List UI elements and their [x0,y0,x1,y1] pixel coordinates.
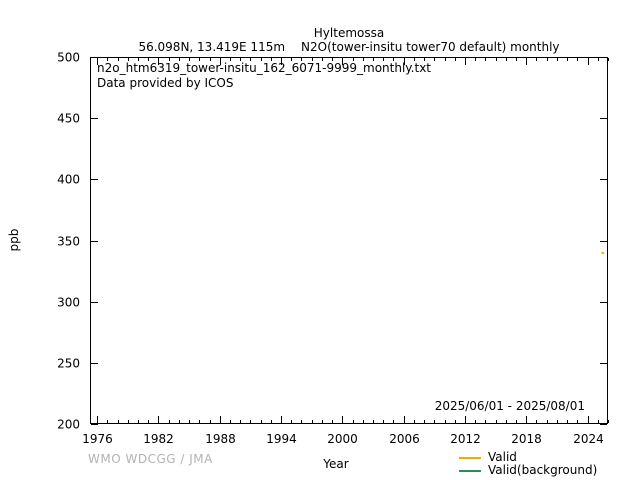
y-tick-label: 400 [57,173,80,187]
file-annotation: n2o_htm6319_tower-insitu_162_6071-9999_m… [97,61,431,91]
y-tick-label: 350 [57,235,80,249]
legend-entry-valid-background: Valid(background) [459,464,597,477]
valid-line-swatch [459,456,481,459]
y-tick-label: 450 [57,112,80,126]
x-tick-label: 2006 [389,432,420,446]
x-tick-label: 2018 [511,432,542,446]
x-tick-label: 1988 [205,432,236,446]
wdcgg-credit: WMO WDCGG / JMA [88,452,213,466]
dataset-descriptor: N2O(tower-insitu tower70 default) monthl… [301,40,560,54]
station-coordinates: 56.098N, 13.419E 115m [138,40,286,54]
x-tick-label: 2024 [573,432,604,446]
y-tick-label: 500 [57,51,80,65]
y-tick-label: 200 [57,418,80,432]
y-tick-label: 300 [57,296,80,310]
legend-entry-valid: Valid [459,451,597,464]
x-axis-label: Year [323,457,349,471]
legend-label-valid: Valid [488,450,517,464]
data-provider: Data provided by ICOS [97,76,234,90]
x-tick-label: 1994 [266,432,297,446]
x-tick-label: 1976 [82,432,113,446]
x-tick-label: 2000 [327,432,358,446]
date-range-label: 2025/06/01 - 2025/08/01 [434,399,585,413]
title-block: Hyltemossa 56.098N, 13.419E 115m N2O(tow… [90,26,608,54]
station-title: Hyltemossa [313,26,385,40]
legend-label-valid-background: Valid(background) [488,463,598,477]
x-tick-label: 2012 [450,432,481,446]
valid-background-line-swatch [459,469,481,472]
data-filename: n2o_htm6319_tower-insitu_162_6071-9999_m… [97,61,432,75]
x-tick-label: 1982 [143,432,174,446]
y-tick-label: 250 [57,357,80,371]
plot-border [90,57,608,424]
title-subline: 56.098N, 13.419E 115m N2O(tower-insitu t… [90,40,608,54]
legend: Valid Valid(background) [459,451,597,477]
